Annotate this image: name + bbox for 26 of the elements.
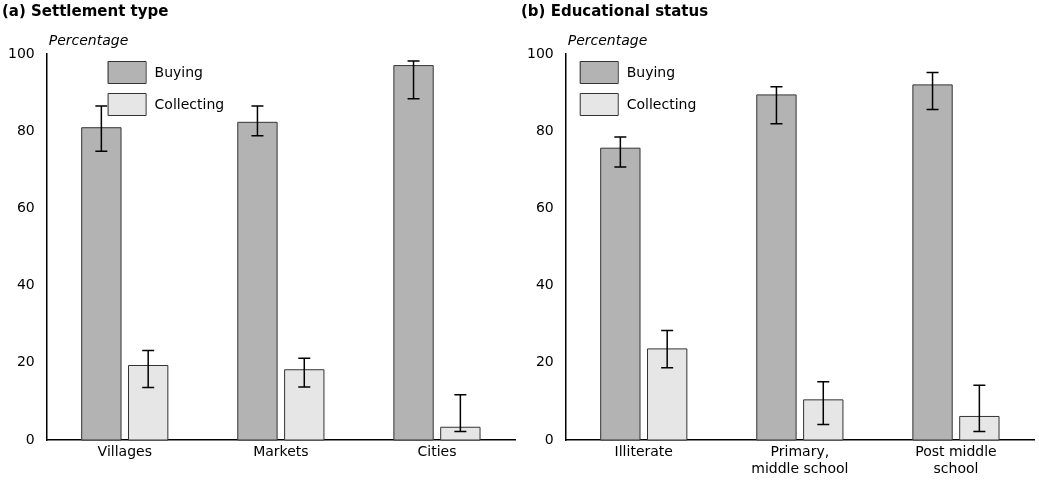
x-tick-label: Illiterate xyxy=(614,443,673,460)
y-tick-label: 100 xyxy=(7,44,35,61)
x-tick-label: Villages xyxy=(97,443,152,460)
y-tick-label: 20 xyxy=(16,353,35,370)
x-tick-label: Post middle school xyxy=(915,443,997,476)
y-tick-label: 0 xyxy=(544,430,554,447)
x-tick-label: Primary, middle school xyxy=(751,443,849,476)
y-axis-title: Percentage xyxy=(48,31,129,48)
y-axis-title: Percentage xyxy=(567,31,648,48)
y-tick-label: 60 xyxy=(535,199,554,216)
legend-label: Buying xyxy=(626,63,676,80)
y-tick-label: 20 xyxy=(535,353,554,370)
chart-title: (a) Settlement type xyxy=(2,2,169,20)
y-tick-label: 0 xyxy=(25,430,35,447)
x-tick-label: Cities xyxy=(417,443,457,460)
x-tick-label: Markets xyxy=(253,443,309,460)
chart-title: (b) Educational status xyxy=(521,2,709,20)
legend-label: Collecting xyxy=(626,95,697,112)
y-tick-label: 40 xyxy=(16,276,35,293)
legend-label: Buying xyxy=(154,63,204,80)
y-tick-label: 100 xyxy=(526,44,554,61)
y-tick-label: 80 xyxy=(535,121,554,138)
y-tick-label: 80 xyxy=(16,121,35,138)
legend-label: Collecting xyxy=(154,95,225,112)
y-tick-label: 40 xyxy=(535,276,554,293)
y-tick-label: 60 xyxy=(16,199,35,216)
